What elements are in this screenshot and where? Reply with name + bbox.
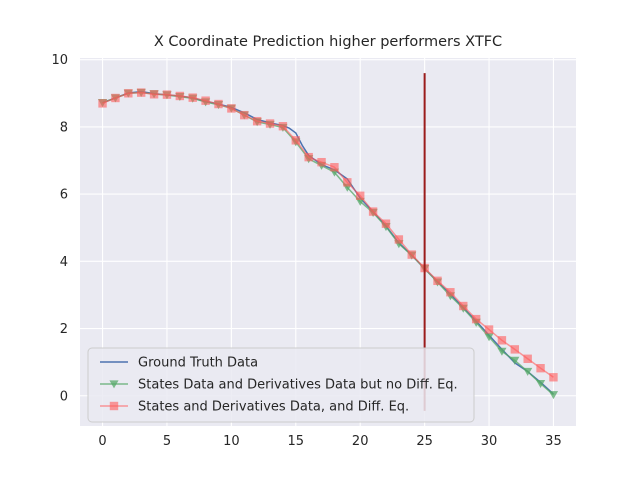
series-layer: [97, 73, 559, 411]
y-tick-label: 4: [60, 255, 68, 270]
x-tick-label: 35: [545, 434, 562, 449]
data-point: [548, 391, 559, 400]
y-tick-label: 0: [60, 389, 68, 404]
legend-label: States and Derivatives Data, and Diff. E…: [138, 400, 409, 415]
y-tick-label: 2: [60, 322, 68, 337]
legend-item: States Data and Derivatives Data but no …: [100, 378, 458, 393]
y-tick-label: 8: [60, 120, 68, 135]
x-tick-label: 15: [288, 434, 305, 449]
y-tick-label: 10: [51, 53, 68, 68]
data-point: [394, 235, 404, 244]
x-tick-label: 0: [98, 434, 106, 449]
data-point: [535, 379, 546, 389]
legend-label: Ground Truth Data: [138, 356, 258, 371]
chart-title: X Coordinate Prediction higher performer…: [154, 34, 502, 50]
data-point: [368, 207, 378, 216]
data-point: [510, 345, 520, 354]
data-point: [111, 93, 120, 103]
tick-labels: 0 5 10 15 20 25 30 35 0 2 4 6 8 10: [51, 53, 561, 449]
x-tick-label: 25: [416, 434, 433, 449]
data-point: [497, 347, 507, 356]
legend-item: States and Derivatives Data, and Diff. E…: [100, 400, 409, 415]
y-tick-label: 6: [60, 188, 68, 203]
data-point: [343, 178, 352, 187]
legend-marker: [109, 401, 119, 411]
legend-item: Ground Truth Data: [100, 356, 258, 371]
data-point: [549, 373, 558, 382]
data-point: [252, 116, 262, 126]
data-point: [497, 336, 507, 345]
data-point: [459, 301, 468, 311]
x-tick-label: 10: [223, 434, 240, 449]
data-point: [214, 99, 223, 109]
data-point: [265, 119, 275, 128]
legend-marker: [109, 380, 119, 389]
x-tick-label: 5: [163, 434, 171, 449]
legend-box: [87, 347, 475, 423]
data-point: [162, 90, 172, 99]
legend-label: States Data and Derivatives Data but no …: [138, 378, 458, 393]
data-point: [471, 314, 481, 324]
data-point: [201, 96, 210, 105]
data-point: [446, 288, 455, 297]
data-point: [536, 363, 545, 373]
data-point: [240, 110, 249, 120]
data-point: [188, 93, 197, 102]
data-point: [175, 91, 185, 101]
data-point: [291, 136, 300, 145]
data-point: [136, 88, 146, 97]
data-point: [523, 367, 533, 376]
data-point: [356, 191, 365, 200]
data-point: [433, 276, 442, 286]
legend: Ground Truth Data States Data and Derivat…: [87, 347, 475, 423]
series-3: [98, 88, 558, 382]
data-point: [304, 152, 313, 162]
data-point: [523, 354, 532, 363]
data-point: [317, 157, 326, 167]
data-point: [124, 89, 133, 98]
x-tick-label: 20: [352, 434, 369, 449]
data-point: [484, 325, 494, 334]
x-tick-label: 30: [481, 434, 498, 449]
data-point: [381, 219, 391, 228]
data-point: [407, 250, 416, 259]
data-point: [510, 356, 520, 365]
data-point: [149, 90, 159, 99]
data-point: [330, 163, 339, 172]
data-point: [227, 104, 236, 113]
data-point: [278, 122, 288, 131]
data-point: [98, 99, 107, 108]
data-point: [484, 333, 494, 342]
